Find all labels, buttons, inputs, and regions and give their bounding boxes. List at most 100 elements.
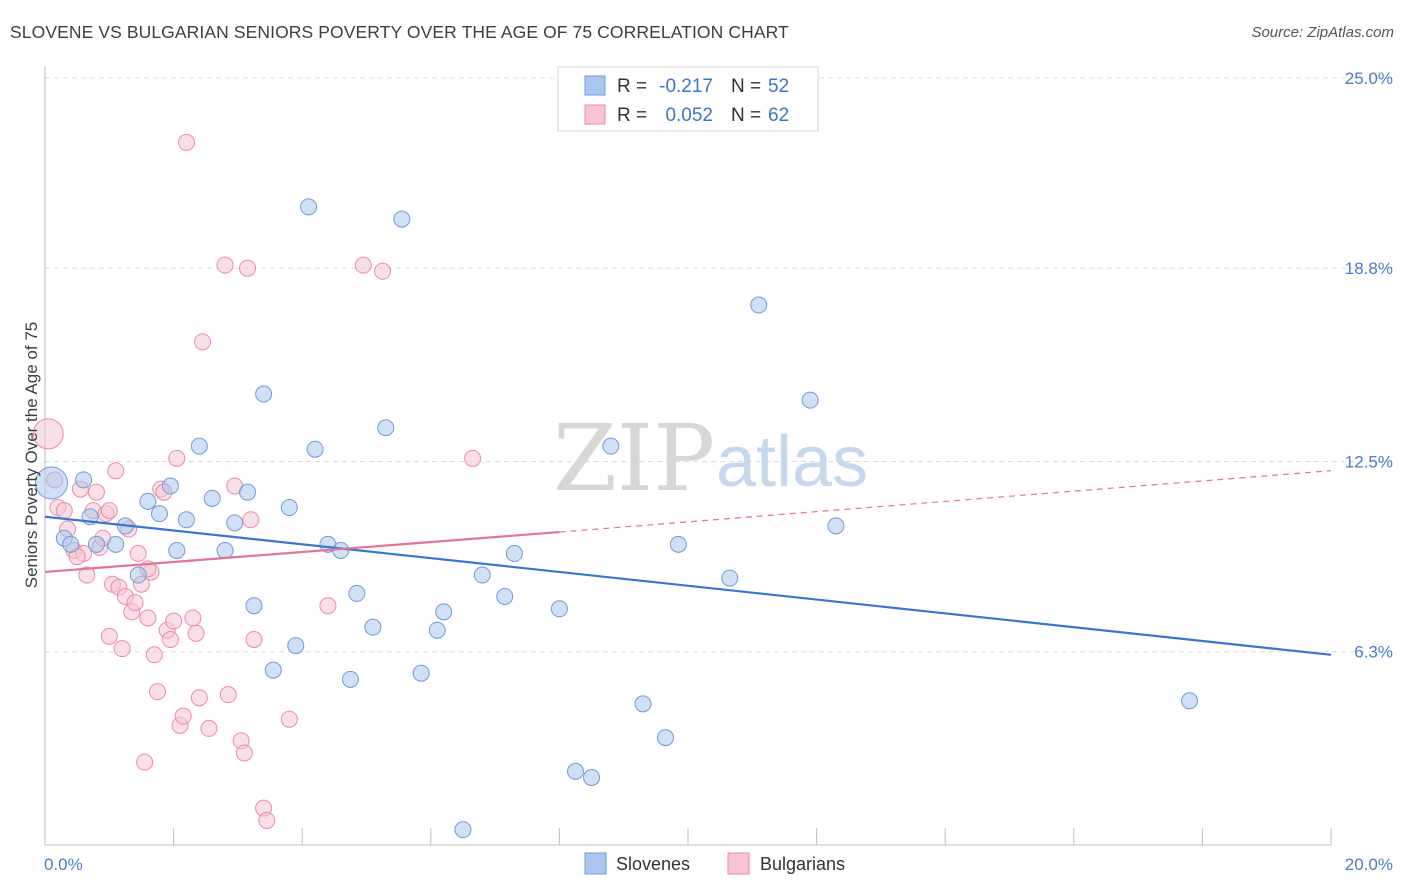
slovene-point <box>566 762 584 780</box>
legend-r-value: 0.052 <box>665 105 713 126</box>
slovene-point <box>550 600 568 618</box>
bulgarian-point <box>107 462 125 480</box>
slovene-point <box>496 587 514 605</box>
bulgarian-point <box>245 630 263 648</box>
bulgarian-point <box>280 710 298 728</box>
legend-series-label: Slovenes <box>616 854 690 874</box>
bulgarian-point <box>145 646 163 664</box>
bulgarian-point <box>200 719 218 737</box>
legend-series-swatch <box>584 852 607 875</box>
slovene-point <box>161 477 179 495</box>
slovene-point <box>669 535 687 553</box>
slovene-point <box>1181 692 1199 710</box>
bulgarian-point <box>235 744 253 762</box>
slovene-point <box>428 621 446 639</box>
slovene-point <box>300 198 318 216</box>
slovene-point <box>168 541 186 559</box>
axes <box>44 66 1332 846</box>
slovene-point <box>306 440 324 458</box>
bulgarian-point <box>194 333 212 351</box>
bulgarian-point <box>184 609 202 627</box>
bulgarian-point <box>319 597 337 615</box>
legend-series-label: Bulgarians <box>760 854 845 874</box>
slovene-point <box>634 695 652 713</box>
slovene-point <box>280 499 298 517</box>
slovene-point <box>454 821 472 839</box>
slovene-point <box>377 419 395 437</box>
slovene-point <box>216 541 234 559</box>
bulgarian-point <box>239 259 257 277</box>
bulgarian-point <box>242 511 260 529</box>
bulgarian-point <box>87 483 105 501</box>
bulgarians-points <box>32 133 482 829</box>
bulgarian-point <box>149 683 167 701</box>
bulgarian-point <box>32 418 64 450</box>
bulgarian-point <box>187 624 205 642</box>
x-tick-label: 20.0% <box>1345 855 1393 874</box>
slovene-point <box>750 296 768 314</box>
bulgarian-point <box>126 594 144 612</box>
bulgarian-point <box>55 502 73 520</box>
slovene-point <box>75 471 93 489</box>
slovene-point <box>473 566 491 584</box>
bulgarian-point <box>258 811 276 829</box>
trendlines <box>44 470 1332 656</box>
bulgarian-point <box>100 627 118 645</box>
y-tick-label: 25.0% <box>1345 69 1393 88</box>
slovene-point <box>435 603 453 621</box>
bulgarians-trendline <box>559 470 1332 533</box>
slovene-point <box>62 535 80 553</box>
slovene-point <box>393 210 411 228</box>
legend-n-label: N = <box>731 76 761 97</box>
legend-n-value: 52 <box>768 76 789 97</box>
slovene-point <box>87 535 105 553</box>
bulgarian-point <box>129 545 147 563</box>
bulgarian-point <box>161 630 179 648</box>
legend-swatch <box>584 104 606 125</box>
legend-r-label: R = <box>617 105 647 126</box>
bulgarian-point <box>177 133 195 151</box>
slovenes-points <box>34 198 1199 839</box>
y-tick-label: 18.8% <box>1345 259 1393 278</box>
bulgarian-point <box>190 689 208 707</box>
x-tick-label: 0.0% <box>44 855 83 874</box>
slovene-point <box>602 437 620 455</box>
slovene-point <box>177 511 195 529</box>
slovene-point <box>348 584 366 602</box>
slovene-point <box>107 535 125 553</box>
slovene-point <box>264 661 282 679</box>
legend-stats: R = -0.217 N = 52 R = 0.052 N = 62 <box>557 66 819 132</box>
slovene-point <box>801 391 819 409</box>
x-tick-labels: 0.0% 20.0% <box>44 855 1393 874</box>
y-axis-label: Seniors Poverty Over the Age of 75 <box>22 322 41 588</box>
slovenes-trendline <box>44 515 1332 656</box>
slovene-point <box>583 769 601 787</box>
slovene-point <box>203 489 221 507</box>
slovene-point <box>139 492 157 510</box>
bulgarian-point <box>219 686 237 704</box>
bulgarian-point <box>100 502 118 520</box>
slovene-point <box>34 466 68 500</box>
slovene-point <box>190 437 208 455</box>
bulgarian-point <box>113 640 131 658</box>
legend-r-value: -0.217 <box>659 76 713 97</box>
legend-swatch <box>584 75 606 96</box>
slovene-point <box>721 569 739 587</box>
legend-series-swatch <box>727 852 750 875</box>
slovene-point <box>656 729 674 747</box>
bulgarian-point <box>136 753 154 771</box>
legend-n-value: 62 <box>768 105 789 126</box>
slovene-point <box>255 385 273 403</box>
bulgarian-point <box>139 609 157 627</box>
bulgarian-point <box>165 612 183 630</box>
slovene-point <box>226 514 244 532</box>
slovene-point <box>827 517 845 535</box>
legend-r-label: R = <box>617 76 647 97</box>
bulgarian-point <box>78 566 96 584</box>
slovene-point <box>505 545 523 563</box>
slovene-point <box>245 597 263 615</box>
watermark: ZIP atlas <box>553 405 868 512</box>
legend-series: Slovenes Bulgarians <box>584 852 845 875</box>
bulgarian-point <box>354 256 372 274</box>
slovene-point <box>341 670 359 688</box>
